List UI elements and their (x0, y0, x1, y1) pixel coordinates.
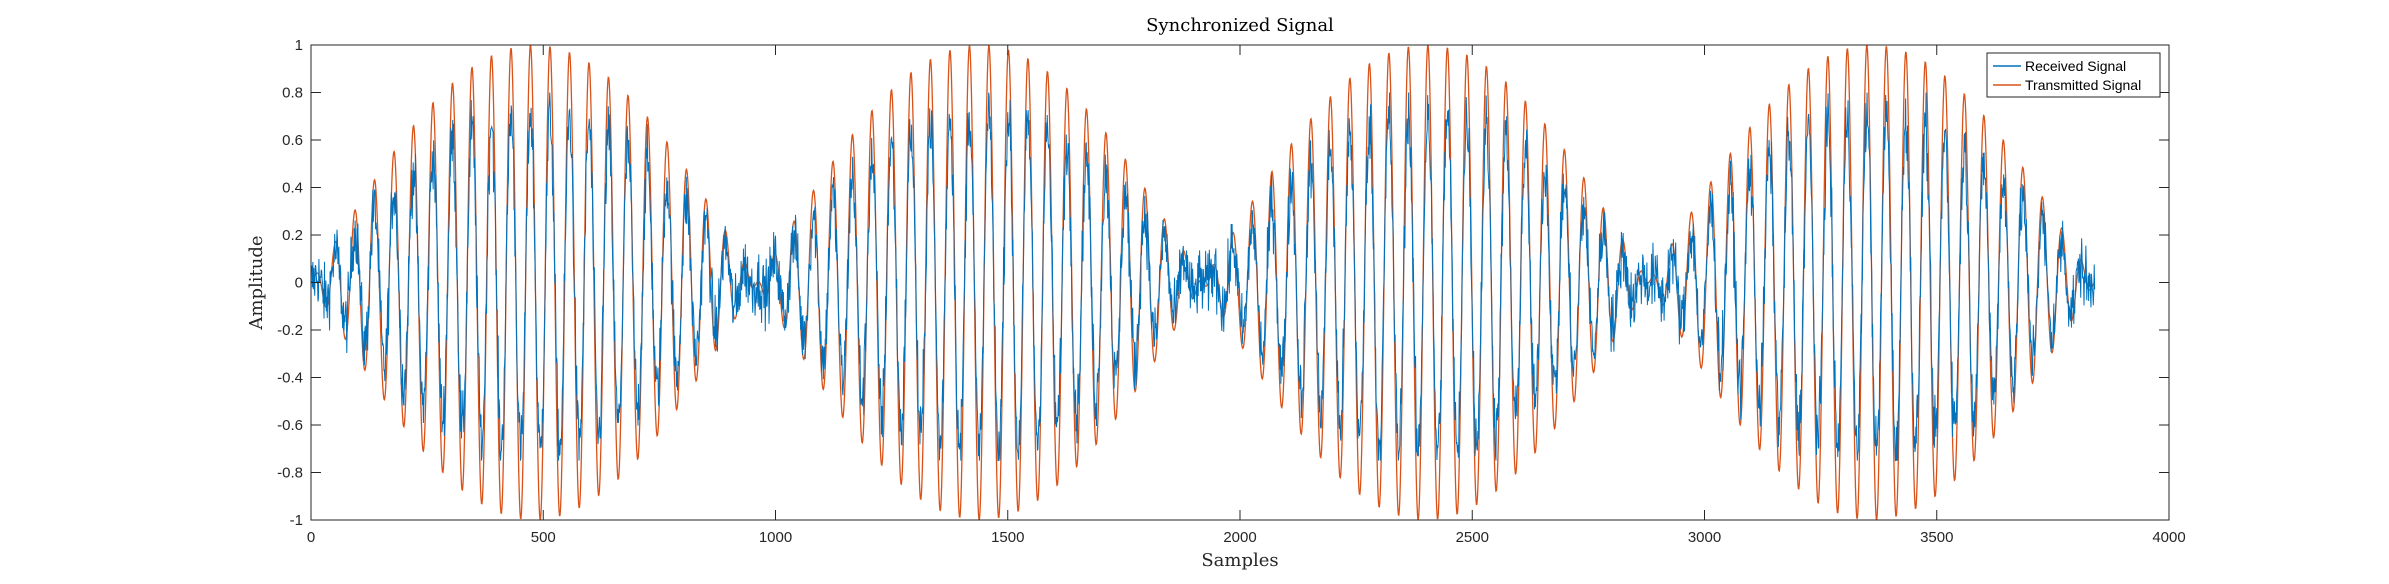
series-line-received (310, 92, 2096, 462)
legend-box (1986, 52, 2161, 98)
y-tick-label: 0 (295, 275, 303, 292)
x-tick-label: 3500 (1920, 529, 1953, 546)
chart-title: Synchronized Signal (1146, 15, 1334, 36)
y-tick-label: 0.6 (282, 132, 303, 149)
y-tick-label: -0.4 (277, 370, 303, 387)
y-tick-label: 0.4 (282, 180, 303, 197)
legend: Received Signal Transmitted Signal (1986, 52, 2161, 98)
y-tick-label: 0.2 (282, 227, 303, 244)
legend-label-transmitted: Transmitted Signal (2025, 77, 2141, 93)
ticks-group: 0 500 1000 1500 2000 2500 3000 3500 4000 -1 -0.8 -0… (277, 37, 2186, 546)
x-tick-label: 2500 (1456, 529, 1489, 546)
legend-label-received: Received Signal (2025, 58, 2126, 74)
x-tick-label: 4000 (2152, 529, 2185, 546)
y-tick-label: -1 (290, 512, 303, 529)
x-tick-label: 500 (531, 529, 556, 546)
x-axis-label: Samples (1201, 550, 1278, 571)
x-tick-label: 1500 (991, 529, 1024, 546)
y-tick-label: 1 (295, 37, 303, 54)
y-tick-label: 0.8 (282, 85, 303, 102)
x-tick-label: 0 (307, 529, 315, 546)
y-tick-label: -0.2 (277, 322, 303, 339)
x-tick-label: 2000 (1223, 529, 1256, 546)
y-axis-label: Amplitude (246, 235, 267, 330)
x-tick-label: 3000 (1688, 529, 1721, 546)
series-group (310, 45, 2096, 520)
y-tick-label: -0.8 (277, 465, 303, 482)
y-tick-label: -0.6 (277, 417, 303, 434)
x-tick-label: 1000 (759, 529, 792, 546)
plot-area (311, 45, 2169, 520)
